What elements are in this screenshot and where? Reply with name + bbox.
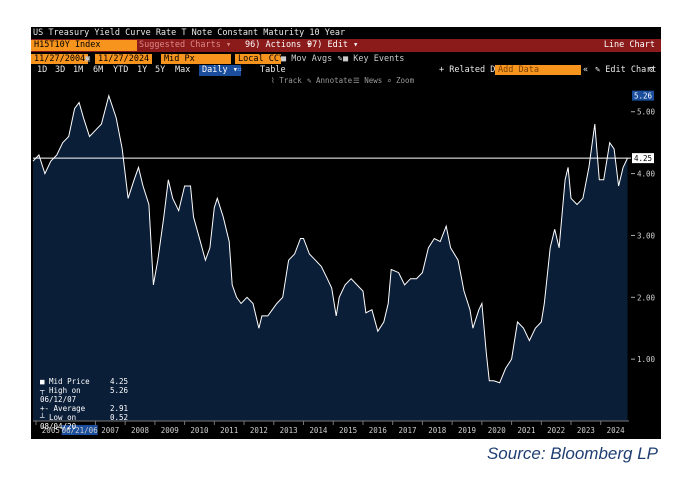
x-tick-label: 2024 xyxy=(607,426,626,435)
collapse-icon[interactable]: « xyxy=(583,65,589,75)
tool-bar: ⌇ Track ✎ Annotate ☰ News ⌕ Zoom xyxy=(31,76,661,86)
news-tool[interactable]: ☰ News xyxy=(353,76,383,85)
legend-average-label: +- Average xyxy=(40,404,86,413)
suggested-charts-button[interactable]: Suggested Charts ▾ xyxy=(139,40,232,50)
settings-bar: 11/27/2004 ▣ - 11/27/2024 Mid Px Local C… xyxy=(31,53,661,65)
period-1y[interactable]: 1Y xyxy=(137,65,148,75)
x-axis: 2005 06/21/06 2007 2008 2009 2010 2011 2012 2013… xyxy=(31,420,661,439)
period-1m[interactable]: 1M xyxy=(73,65,84,75)
frequency-select[interactable]: Daily ▾ xyxy=(199,65,241,76)
track-tool[interactable]: ⌇ Track xyxy=(271,76,302,85)
end-date-field[interactable]: 11/27/2024 xyxy=(95,54,153,64)
legend-low-label: ┴ Low on 08/04/20 xyxy=(40,413,77,431)
related-data-button[interactable]: + Related Dat xyxy=(439,65,506,75)
command-bar: H15T10Y Index Suggested Charts ▾ 96) Act… xyxy=(31,39,661,52)
calendar-icon[interactable]: ▣ - xyxy=(85,54,101,64)
legend-low-value: 0.52 xyxy=(110,413,129,422)
x-tick-label: 2017 xyxy=(399,426,417,435)
gear-icon[interactable]: ⚙ xyxy=(649,65,655,75)
y-tick-label: 1.00 xyxy=(637,355,656,364)
period-6m[interactable]: 6M xyxy=(93,65,104,75)
legend: ■ Mid Price 4.25 ┬ High on 06/12/07 5.26 +… xyxy=(40,377,128,431)
legend-high-label: ┬ High on 06/12/07 xyxy=(40,386,81,404)
last-value-tag xyxy=(632,153,654,164)
zoom-tool[interactable]: ⌕ Zoom xyxy=(387,76,415,85)
x-tick-label: 2008 xyxy=(131,426,150,435)
period-1d[interactable]: 1D xyxy=(37,65,48,75)
bloomberg-terminal: US Treasury Yield Curve Rate T Note Cons… xyxy=(31,27,661,439)
x-cursor-tag xyxy=(61,425,98,435)
x-tick-label: 2012 xyxy=(250,426,268,435)
add-data-field[interactable]: Add Data xyxy=(495,65,581,75)
x-tick-label: 2005 xyxy=(42,426,60,435)
legend-high-value: 5.26 xyxy=(110,386,129,395)
edit-menu[interactable]: 97) Edit ▾ xyxy=(307,40,359,50)
x-tick-label: 2015 xyxy=(339,426,357,435)
x-tick-label: 2010 xyxy=(190,426,209,435)
x-axis-band xyxy=(31,421,661,439)
x-tick-label: 2013 xyxy=(280,426,298,435)
start-date-field[interactable]: 11/27/2004 xyxy=(31,54,89,64)
x-tick-label: 2022 xyxy=(547,426,565,435)
yield-line xyxy=(32,93,628,384)
legend-average-value: 2.91 xyxy=(110,404,129,413)
x-tick-label: 2009 xyxy=(161,426,179,435)
x-tick-label: 2023 xyxy=(577,426,595,435)
y-tick-label: 3.00 xyxy=(637,231,656,240)
legend-mid-price-label: ■ Mid Price xyxy=(40,377,90,386)
ticker-field[interactable]: H15T10Y Index xyxy=(31,40,137,51)
period-max[interactable]: Max xyxy=(175,65,191,75)
chart-type-label: Line Chart xyxy=(603,40,655,50)
x-tick-label: 06/21/06 xyxy=(62,426,99,435)
x-tick-label: 2007 xyxy=(101,426,119,435)
x-tick-label: 2018 xyxy=(428,426,447,435)
y-axis: 1.00 2.00 3.00 4.00 5.00 4.25 5.26 xyxy=(631,90,656,364)
line-chart-icon[interactable]: ⌗ xyxy=(237,65,242,75)
chart-title: US Treasury Yield Curve Rate T Note Cons… xyxy=(31,27,661,39)
y-tick-label: 2.00 xyxy=(637,293,656,302)
mov-avgs-toggle[interactable]: ■ Mov Avgs ✎ xyxy=(281,54,343,64)
max-value-tag xyxy=(632,90,654,101)
currency-select[interactable]: Local CCY xyxy=(235,54,284,64)
edit-chart-button[interactable]: ✎ Edit Chart xyxy=(595,65,657,75)
period-3d[interactable]: 3D xyxy=(55,65,66,75)
source-note: Source: Bloomberg LP xyxy=(486,444,658,463)
x-tick-label: 2021 xyxy=(517,426,535,435)
table-button[interactable]: Table xyxy=(260,65,286,75)
key-events-toggle[interactable]: ■ Key Events xyxy=(343,54,405,64)
period-bar: 1D 3D 1M 6M YTD 1Y 5Y Max Daily ▾ ⌗ Table + Rel… xyxy=(31,65,661,76)
legend-mid-price-value: 4.25 xyxy=(110,377,129,386)
x-tick-label: 2019 xyxy=(458,426,476,435)
y-tick-label: 5.00 xyxy=(637,108,656,117)
annotate-tool[interactable]: ✎ Annotate xyxy=(307,76,353,85)
yield-chart[interactable]: 1.002.003.004.005.004.255.26 2005 06/21/0… xyxy=(31,27,661,439)
last-value-label: 4.25 xyxy=(634,154,652,163)
period-ytd[interactable]: YTD xyxy=(113,65,129,75)
x-tick-label: 2011 xyxy=(220,426,238,435)
yield-area xyxy=(33,95,628,421)
period-5y[interactable]: 5Y xyxy=(155,65,166,75)
max-value-label: 5.26 xyxy=(634,92,653,101)
actions-menu[interactable]: 96) Actions ▾ xyxy=(245,40,312,50)
x-tick-label: 2020 xyxy=(488,426,507,435)
field-select[interactable]: Mid Px xyxy=(161,54,231,64)
y-tick-label: 4.00 xyxy=(637,170,656,179)
x-tick-label: 2014 xyxy=(309,426,328,435)
x-tick-label: 2016 xyxy=(369,426,388,435)
